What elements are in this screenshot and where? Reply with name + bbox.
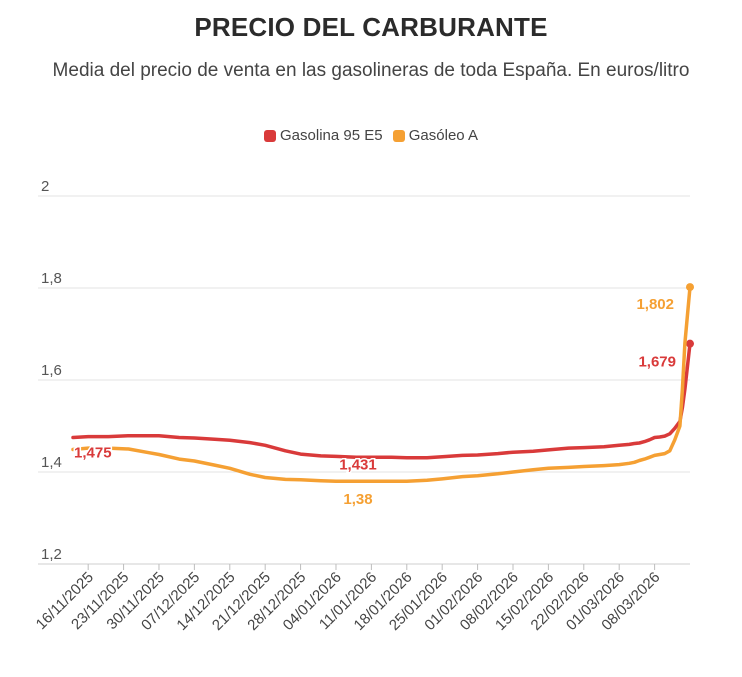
series-end-dot-gasoleo — [686, 283, 694, 292]
series-line-gasolina — [71, 341, 692, 460]
legend-label-gasoleo: Gasóleo A — [408, 127, 478, 144]
legend-item-gasolina[interactable]: Gasolina 95 E5 — [264, 127, 383, 144]
legend-swatch-gasoleo — [392, 129, 405, 142]
legend-label-gasolina: Gasolina 95 E5 — [280, 127, 383, 144]
legend-swatch-gasolina — [264, 129, 277, 142]
chart-subtitle: Media del precio de venta en las gasolin… — [52, 60, 690, 81]
y-tick-label-3: 1,8 — [41, 270, 62, 287]
min-label-gasoleo: 1,38 — [343, 491, 372, 508]
y-tick-label-1: 1,4 — [41, 454, 62, 471]
series-line-gasoleo — [71, 285, 692, 483]
chart-legend: Gasolina 95 E5 Gasóleo A — [0, 127, 742, 146]
end-label-gasolina: 1,679 — [638, 354, 676, 371]
y-tick-label-2: 1,6 — [41, 362, 62, 379]
end-label-gasoleo: 1,802 — [636, 296, 674, 313]
min-label-gasolina: 1,431 — [339, 457, 377, 474]
y-tick-label-0: 1,2 — [41, 546, 62, 563]
y-tick-label-4: 2 — [41, 178, 49, 195]
start-label-gasolina: 1,475 — [74, 445, 112, 462]
chart-title: PRECIO DEL CARBURANTE — [194, 12, 548, 42]
legend-item-gasoleo[interactable]: Gasóleo A — [392, 127, 478, 144]
series-end-dot-gasolina — [686, 339, 694, 348]
